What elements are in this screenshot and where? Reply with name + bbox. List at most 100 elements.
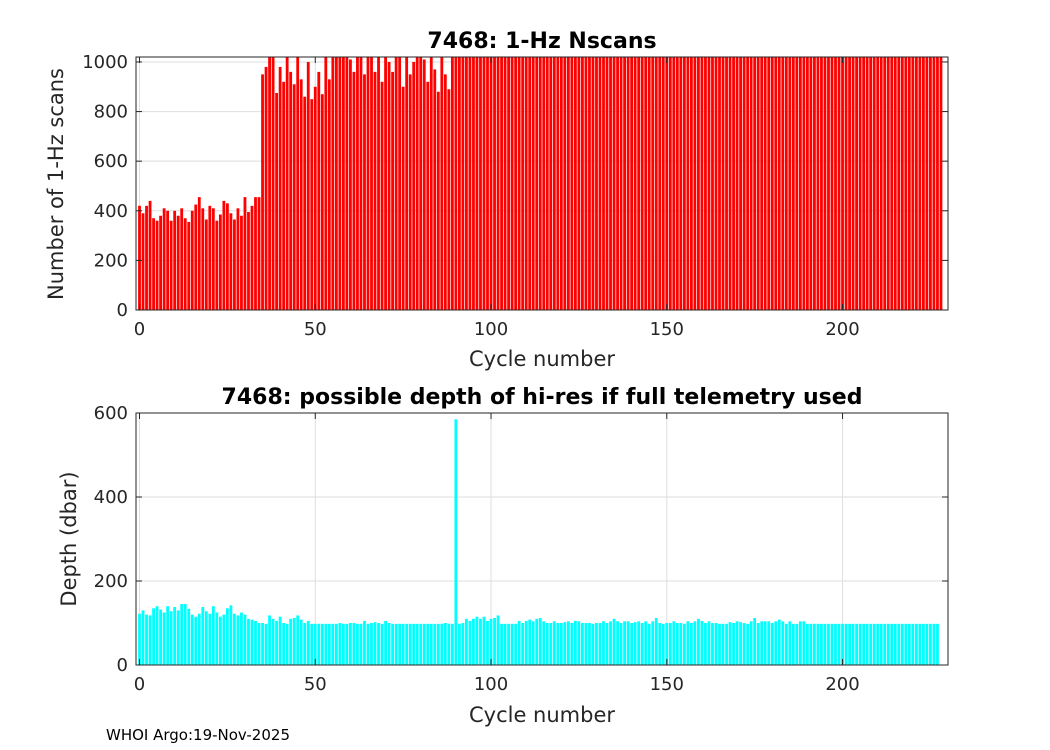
depth-bar [661,623,665,665]
nscans-bar [194,204,198,310]
nscans-bar [545,57,549,310]
depth-bar [788,621,792,665]
depth-bar [176,610,180,665]
nscans-y-tick-label: 200 [94,250,128,271]
nscans-y-tick-label: 0 [117,300,128,321]
depth-bar [929,623,932,665]
depth-bar [352,623,356,665]
depth-bar [570,623,574,665]
nscans-bar [626,57,630,310]
depth-bar [454,419,458,665]
depth-bar [834,623,837,665]
nscans-bar [595,57,598,310]
depth-bar [208,613,212,665]
depth-bar [844,623,848,665]
nscans-bar [408,74,412,310]
nscans-bar [848,57,851,310]
depth-bar [855,623,859,665]
depth-bar [735,621,739,665]
depth-y-tick-label: 600 [94,403,128,424]
depth-bar [581,623,584,665]
nscans-bar [521,57,525,310]
depth-bar [507,623,511,665]
nscans-bar [208,205,212,310]
depth-bar [566,621,570,665]
nscans-bar [552,57,556,310]
depth-bar [827,623,830,665]
nscans-bar [890,57,894,310]
nscans-bar [324,57,328,310]
depth-bar [672,621,676,665]
nscans-bar [292,84,296,310]
depth-bar [141,610,145,665]
depth-bar [805,623,809,665]
depth-bar [215,612,219,665]
depth-bar [781,621,785,665]
nscans-bar [377,57,380,310]
nscans-bar [183,218,187,310]
nscans-bar [500,57,503,310]
depth-bar [296,615,300,665]
nscans-bar [879,57,883,310]
depth-bar [317,623,321,665]
depth-bar [457,623,461,665]
depth-bar [756,623,760,665]
depth-bar [640,623,644,665]
nscans-bar [468,57,472,310]
nscans-bar [261,74,264,310]
depth-bar [886,623,890,665]
nscans-bar [742,57,746,310]
nscans-y-tick-label: 400 [94,201,128,222]
depth-bar [489,618,493,665]
depth-bar [345,623,349,665]
nscans-bar [661,57,665,310]
depth-y-tick-label: 400 [94,487,128,508]
depth-bar [802,621,806,665]
depth-bar [760,621,764,665]
nscans-bar [486,57,489,310]
depth-x-tick-label: 150 [650,674,684,695]
depth-bar [718,623,721,665]
nscans-bar [240,215,243,310]
depth-bar [373,622,377,665]
nscans-bar [465,57,468,310]
depth-bar [194,616,198,665]
nscans-bar [373,71,377,310]
nscans-bar [700,57,704,310]
nscans-bar [563,57,567,310]
nscans-x-tick-label: 50 [304,319,327,340]
depth-bar [872,623,876,665]
depth-bar [865,623,869,665]
nscans-bar [605,57,609,310]
nscans-bar [496,57,500,310]
nscans-x-axis-label: Cycle number [469,347,615,371]
nscans-bar [443,74,447,310]
depth-bar [405,623,409,665]
nscans-bar [851,57,855,310]
depth-bar [616,621,619,665]
depth-bar [247,618,250,665]
nscans-bar [524,57,528,310]
depth-bar [893,623,897,665]
nscans-bar [394,57,398,310]
depth-bar [412,623,416,665]
depth-bar [675,623,679,665]
depth-bar [486,620,489,665]
nscans-bar [707,57,711,310]
nscans-bar [865,57,869,310]
depth-plot-area [136,413,948,665]
nscans-title: 7468: 1-Hz Nscans [427,29,656,54]
depth-bar [341,623,345,665]
nscans-bar [584,57,588,310]
nscans-y-axis-label: Number of 1-Hz scans [44,68,68,300]
nscans-bar [566,57,570,310]
nscans-bar [718,57,721,310]
depth-bar [714,623,718,665]
depth-bar [777,619,781,665]
nscans-bar [299,79,303,310]
depth-x-tick-label: 50 [304,674,327,695]
nscans-bar [714,57,718,310]
depth-bar [851,623,855,665]
depth-bar [900,623,904,665]
nscans-bar [788,57,792,310]
